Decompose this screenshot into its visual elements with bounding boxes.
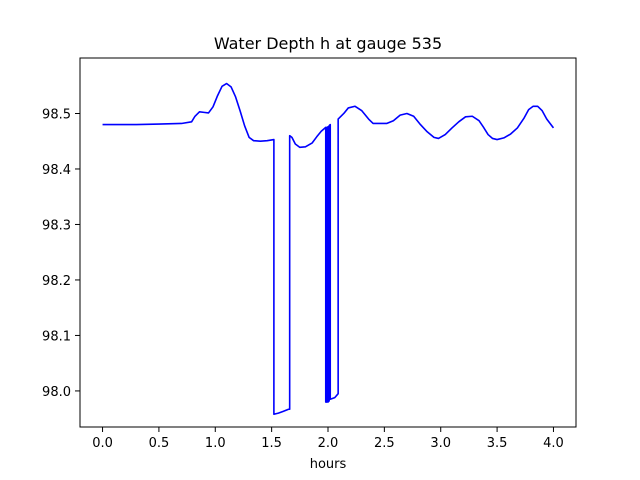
x-tick-label: 0.5	[149, 436, 170, 451]
x-tick-label: 2.0	[318, 436, 339, 451]
y-axis: 98.0 98.1 98.2 98.3 98.4 98.5	[42, 107, 80, 400]
x-tick-label: 4.0	[543, 436, 564, 451]
x-tick-label: 2.5	[374, 436, 395, 451]
y-tick-label: 98.0	[42, 385, 71, 400]
x-tick-label: 0.0	[92, 436, 113, 451]
series-line-0	[102, 82, 555, 416]
x-axis: 0.0 0.5 1.0 1.5 2.0 2.5 3.0 3.5 4.0	[92, 427, 564, 451]
y-tick-label: 98.2	[42, 274, 71, 289]
y-tick-label: 98.1	[42, 329, 71, 344]
y-tick-label: 98.5	[42, 107, 71, 122]
x-tick-label: 1.5	[261, 436, 282, 451]
x-tick-label: 3.5	[487, 436, 508, 451]
x-tick-label: 3.0	[430, 436, 451, 451]
plot-area	[79, 57, 577, 428]
x-tick-label: 1.0	[205, 436, 226, 451]
x-axis-label: hours	[310, 457, 347, 472]
y-tick-label: 98.4	[42, 163, 71, 178]
chart-title: Water Depth h at gauge 535	[214, 34, 442, 53]
y-tick-label: 98.3	[42, 218, 71, 233]
